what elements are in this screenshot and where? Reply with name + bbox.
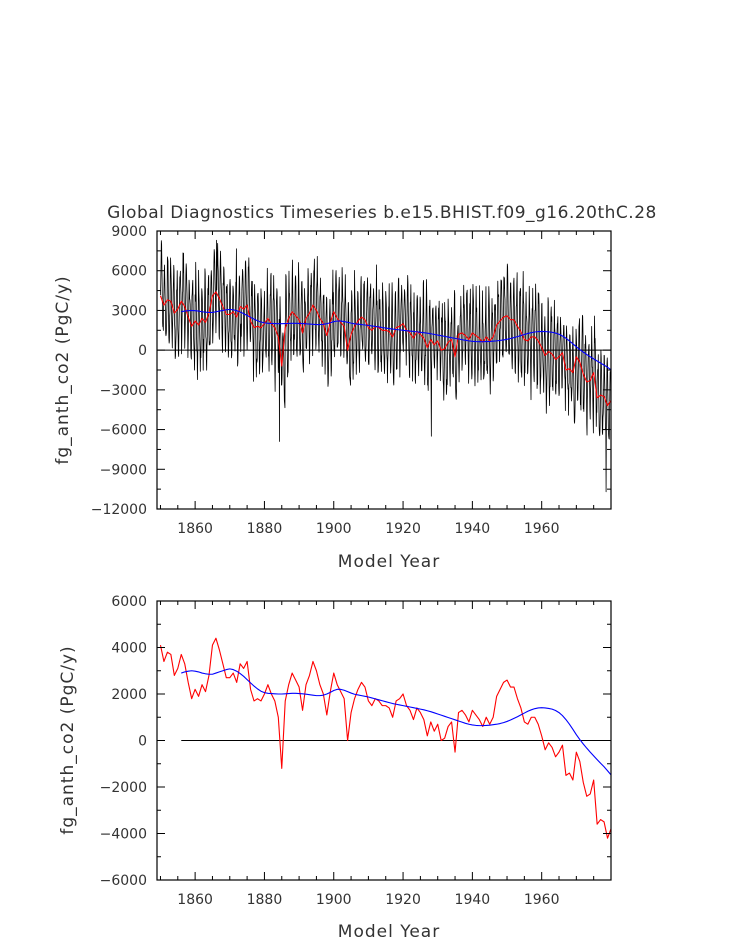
x-tick-label: 1920 [385, 521, 421, 537]
y-tick-label: −2000 [100, 780, 147, 796]
y-tick-label: 0 [138, 343, 147, 359]
y-tick-label: 3000 [111, 303, 147, 319]
x-tick-label: 1880 [247, 892, 283, 908]
x-tick-label: 1860 [177, 521, 213, 537]
series-line-smoothed [181, 668, 611, 776]
x-tick-label: 1880 [247, 521, 283, 537]
y-tick-label: 2000 [111, 687, 147, 703]
x-tick-label: 1900 [316, 892, 352, 908]
y-tick-label: −6000 [100, 873, 147, 889]
top-panel: 1860 1880 1900 1920 1940 1960 9000 6000 3000 0 −30… [53, 224, 612, 572]
series-line-annual [159, 291, 611, 407]
x-tick-label: 1940 [455, 521, 491, 537]
y-tick-label: −12000 [91, 502, 147, 518]
bottom-panel: 1860 1880 1900 1920 1940 1960 6000 4000 2000 0 −20… [58, 594, 612, 942]
y-tick-label: 4000 [111, 641, 147, 657]
y-axis-title: fg_anth_co2 (PgC/y) [58, 645, 78, 834]
y-tick-label: −3000 [100, 383, 147, 399]
series-line-smoothed [181, 308, 611, 371]
y-tick-label: −6000 [100, 423, 147, 439]
y-tick-label: 6000 [111, 594, 147, 610]
figure-title: Global Diagnostics Timeseries b.e15.BHIS… [107, 203, 657, 223]
x-tick-label: 1940 [455, 892, 491, 908]
y-axis-title: fg_anth_co2 (PgC/y) [53, 275, 73, 464]
x-tick-label: 1920 [385, 892, 421, 908]
y-tick-label: 9000 [111, 224, 147, 240]
x-tick-label: 1860 [177, 892, 213, 908]
x-axis-title: Model Year [338, 922, 440, 942]
y-tick-label: 0 [138, 734, 147, 750]
x-tick-label: 1900 [316, 521, 352, 537]
series-line-annual [159, 637, 611, 839]
series-line-monthly [160, 239, 611, 493]
y-tick-label: 6000 [111, 264, 147, 280]
x-tick-label: 1960 [524, 892, 560, 908]
x-axis-title: Model Year [338, 552, 440, 572]
y-tick-label: −9000 [100, 462, 147, 478]
x-tick-label: 1960 [524, 521, 560, 537]
y-tick-label: −4000 [100, 827, 147, 843]
